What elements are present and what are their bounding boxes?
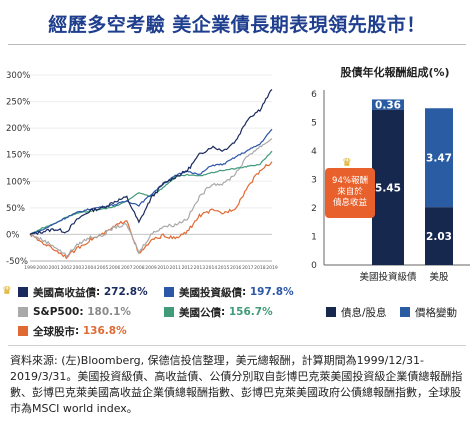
income-share-callout: 94%報酬 來自於 債息收益 [325, 168, 375, 218]
series-line-2 [29, 138, 273, 258]
crown-icon: ♛ [342, 156, 352, 169]
y-tick-label: 50% [6, 204, 25, 214]
legend-item-treasury: 美國公債: 156.7% [164, 303, 273, 321]
legend-swatch [18, 307, 28, 317]
y-tick-label: 2 [311, 204, 317, 214]
callout-line-1: 94%報酬 [332, 176, 368, 186]
page-title: 經歷多空考驗 美企業債長期表現領先股市！ [48, 14, 426, 36]
bar-segment [372, 99, 404, 110]
legend-item-global-equity: 全球股市: 136.8% [18, 322, 127, 340]
bar-legend-item-price: 價格變動 [400, 303, 457, 321]
x-tick-label: 2006 [109, 265, 121, 271]
legend-item-investment-grade: 美國投資級債: 197.8% [164, 283, 294, 301]
x-tick-label: 2010 [157, 265, 169, 271]
legend-label: 債息/股息 [341, 306, 387, 319]
legend-value: 136.8% [82, 325, 127, 337]
category-label: 美國投資級債 [359, 271, 417, 283]
x-tick-label: 2004 [85, 265, 97, 271]
callout-line-2: 來自於 [337, 187, 363, 197]
data-label: 0.36 [375, 100, 401, 112]
x-tick-label: 2019 [266, 265, 278, 271]
title-divider [8, 44, 466, 45]
crown-icon: ♛ [2, 284, 12, 297]
data-label: 5.45 [375, 182, 401, 194]
legend-swatch [326, 307, 336, 317]
callout-line-3: 債息收益 [332, 198, 367, 208]
legend-swatch [164, 287, 174, 297]
y-tick-label: 150% [6, 151, 30, 161]
legend-swatch [164, 307, 174, 317]
legend-value: 272.8% [103, 286, 148, 298]
legend-label: 美國投資級債 [179, 286, 242, 299]
x-tick-label: 2003 [73, 265, 85, 271]
x-tick-label: 2009 [145, 265, 157, 271]
legend-value: 197.8% [249, 286, 294, 298]
x-tick-label: 2014 [206, 265, 218, 271]
bar-segment [425, 108, 453, 208]
performance-line-chart: 300%250%200%150%100%50%0%-50%1999 2000 200… [6, 71, 278, 271]
x-tick-label: 2018 [254, 265, 266, 271]
legend-swatch [18, 287, 28, 297]
legend-swatch [400, 307, 410, 317]
x-tick-label: 2000 [36, 265, 48, 271]
legend-label: 美國高收益債 [33, 286, 96, 299]
y-tick-label: 4 [311, 147, 317, 157]
y-tick-label: 5 [311, 119, 317, 129]
legend-swatch [18, 326, 28, 336]
series-line-0 [29, 89, 273, 235]
legend-item-high-yield: 美國高收益債: 272.8% [18, 283, 148, 301]
x-tick-label: 2002 [61, 265, 73, 271]
legend-label: 全球股市 [33, 325, 75, 338]
x-tick-label: 2015 [218, 265, 230, 271]
bar-segment [372, 109, 404, 265]
x-tick-label: 2005 [97, 265, 109, 271]
y-tick-label: 200% [6, 124, 30, 134]
y-tick-label: 1 [311, 233, 317, 243]
x-tick-label: 1999 [24, 265, 36, 271]
series-line-1 [29, 128, 273, 235]
bar-legend-item-income: 債息/股息 [326, 303, 387, 321]
series-line-3 [29, 150, 273, 235]
x-tick-label: 2007 [121, 265, 133, 271]
bar-segment [425, 207, 453, 265]
legend-label: 美國公債 [179, 306, 221, 319]
y-tick-label: 6 [311, 90, 317, 100]
legend-item-sp500: S&P500: 180.1% [18, 303, 131, 321]
x-tick-label: 2001 [48, 265, 60, 271]
legend-label: 價格變動 [415, 306, 457, 319]
bar-chart-title: 股債年化報酬組成(%) [340, 66, 450, 79]
x-tick-label: 2016 [230, 265, 242, 271]
y-tick-label: -50% [6, 257, 28, 267]
data-label: 3.47 [426, 153, 452, 165]
x-tick-label: 2008 [133, 265, 145, 271]
y-tick-label: 250% [6, 98, 30, 108]
series-line-4 [29, 161, 273, 260]
x-tick-label: 2012 [182, 265, 194, 271]
legend-label: S&P500 [33, 306, 80, 318]
footnote-divider [8, 345, 466, 346]
x-tick-label: 2011 [169, 265, 181, 271]
y-tick-label: 0 [311, 261, 317, 271]
y-tick-label: 100% [6, 177, 30, 187]
category-label: 美股 [429, 271, 449, 283]
legend-value: 156.7% [228, 306, 273, 318]
x-tick-label: 2017 [242, 265, 254, 271]
source-footnote: 資料來源: (左)Bloomberg, 保德信投信整理，美元總報酬，計算期間為1… [10, 354, 463, 415]
data-label: 2.03 [426, 231, 452, 243]
x-tick-label: 2013 [194, 265, 206, 271]
legend-value: 180.1% [87, 306, 131, 318]
y-tick-label: 3 [311, 176, 317, 186]
y-tick-label: 0% [6, 230, 20, 240]
return-composition-bar-chart: 6 5 4 3 2 1 0 5.45 0.36 美國投資級債 2.03 3.47 美股 [311, 90, 470, 283]
y-tick-label: 300% [6, 71, 30, 81]
